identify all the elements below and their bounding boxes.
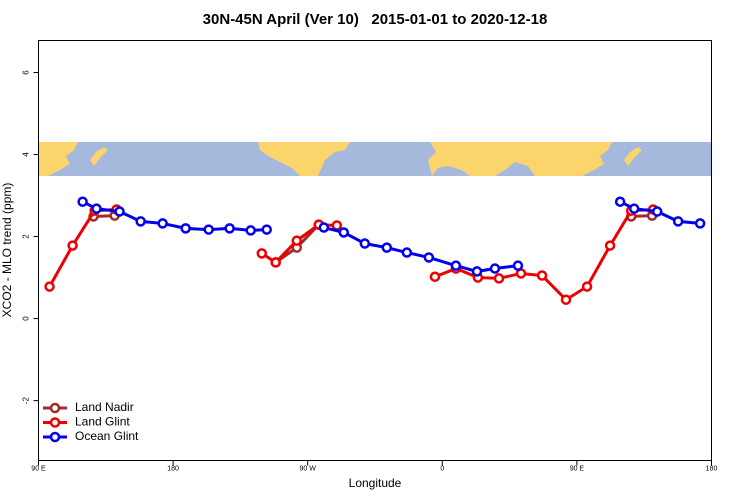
map-strip <box>39 142 711 176</box>
plot-frame <box>38 40 712 461</box>
data-point <box>256 248 268 259</box>
y-tick-label: 2 <box>22 234 31 239</box>
data-point <box>44 281 55 292</box>
legend-label: Ocean Glint <box>75 429 139 443</box>
data-point <box>614 196 626 207</box>
data-point <box>245 225 256 236</box>
data-point <box>429 271 441 282</box>
data-point <box>489 263 501 274</box>
legend-label: Land Glint <box>75 415 130 429</box>
data-point <box>67 240 78 251</box>
legend-label: Land Nadir <box>75 400 134 414</box>
chart-title: 30N-45N April (Ver 10) 2015-01-01 to 202… <box>203 11 548 28</box>
x-tick-label: 90 E <box>31 465 46 472</box>
data-point <box>91 203 102 214</box>
x-tick-label: 90 W <box>300 465 317 472</box>
series-line <box>81 200 701 273</box>
data-point <box>450 260 462 271</box>
data-point <box>536 270 548 281</box>
data-point <box>331 220 343 231</box>
data-point <box>291 235 303 246</box>
data-point <box>672 216 684 227</box>
x-tick-label: 0 <box>440 465 444 472</box>
data-point <box>77 196 88 207</box>
series-line <box>93 214 653 264</box>
data-point <box>261 224 272 235</box>
y-tick-label: 4 <box>22 152 31 157</box>
data-point <box>224 223 235 234</box>
data-point <box>318 222 330 233</box>
data-point <box>359 238 371 249</box>
data-point <box>270 257 281 268</box>
data-point <box>381 242 393 253</box>
data-point <box>581 281 593 292</box>
x-tick-label: 180 <box>167 465 179 472</box>
data-point <box>423 252 435 263</box>
y-tick-label: -2 <box>22 397 31 405</box>
x-tick-label: 90 E <box>570 465 585 472</box>
legend-marker <box>49 417 61 428</box>
data-point <box>180 223 191 234</box>
data-point <box>135 216 146 227</box>
data-point <box>694 218 706 229</box>
data-point <box>338 227 349 238</box>
data-point <box>114 206 125 217</box>
data-point <box>604 240 616 251</box>
legend-marker <box>49 402 61 414</box>
y-axis-label: XCO2 - MLO trend (ppm) <box>0 183 14 318</box>
data-point <box>157 218 168 229</box>
data-point <box>471 266 483 277</box>
legend-marker <box>49 431 61 443</box>
x-axis-label: Longitude <box>349 476 402 490</box>
data-point <box>628 203 640 214</box>
y-tick-label: 6 <box>22 70 31 75</box>
data-point <box>560 294 572 305</box>
y-tick-label: 0 <box>22 316 31 321</box>
data-point <box>651 206 663 217</box>
data-point <box>401 247 413 258</box>
data-point <box>203 224 214 235</box>
x-tick-label: 180 <box>706 465 718 472</box>
data-point <box>493 273 505 284</box>
data-point <box>512 260 524 271</box>
